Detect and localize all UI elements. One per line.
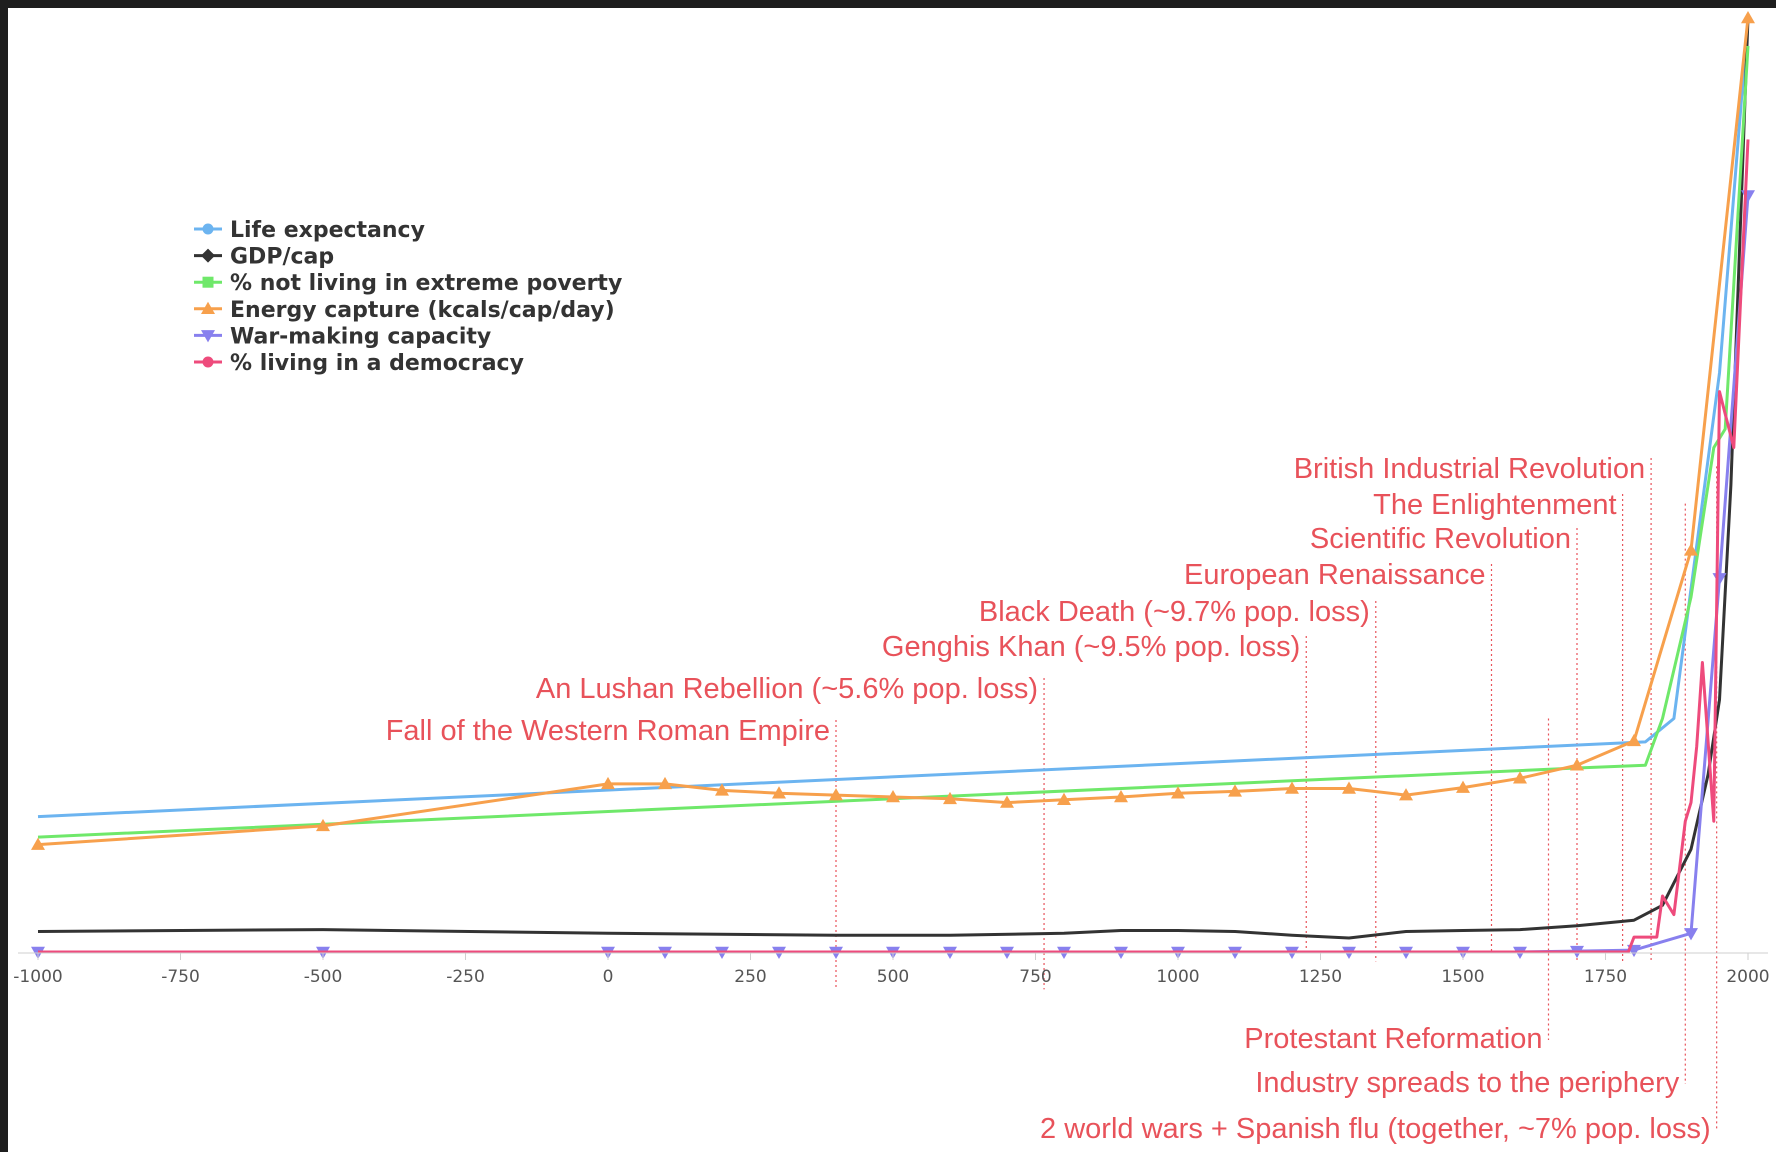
x-tick-label-6: 500 xyxy=(877,967,909,987)
x-tick-label-1: -750 xyxy=(161,967,200,987)
legend-marker-3 xyxy=(201,301,215,315)
series-3-point-16 xyxy=(1399,788,1413,801)
series-3-point-12 xyxy=(1171,786,1185,799)
series-4-point-23 xyxy=(1741,190,1755,203)
series-3-point-13 xyxy=(1228,784,1242,797)
chart-frame: Fall of the Western Roman Empire An Lusha… xyxy=(8,8,1776,1152)
event-label-scientific-revolution: Scientific Revolution xyxy=(1310,523,1571,555)
series-4-point-21 xyxy=(1684,928,1698,941)
series-3-point-15 xyxy=(1342,781,1356,794)
series-3-point-8 xyxy=(943,791,957,805)
series-line-2 xyxy=(37,45,1750,839)
series-line-0 xyxy=(37,17,1750,819)
series-2 xyxy=(37,45,1750,839)
series-3-point-4 xyxy=(715,783,729,796)
event-label-european-renaissance: European Renaissance xyxy=(1184,559,1485,591)
series-3-point-6 xyxy=(829,788,843,801)
event-label-genghis-khan-9-5-pop-loss: Genghis Khan (~9.5% pop. loss) xyxy=(882,631,1300,663)
series-3-point-20 xyxy=(1627,733,1641,747)
x-tick-label-2: -500 xyxy=(304,967,343,987)
x-tick-label-4: 0 xyxy=(603,967,614,987)
legend-label-3: Energy capture (kcals/cap/day) xyxy=(230,298,615,323)
chart: Fall of the Western Roman Empire An Lusha… xyxy=(13,11,1770,1145)
series-3-point-2 xyxy=(601,776,615,790)
event-label-an-lushan-rebellion-5-6-pop-loss: An Lushan Rebellion (~5.6% pop. loss) xyxy=(536,673,1038,705)
x-tick-label-11: 1750 xyxy=(1584,967,1627,987)
legend-marker-4 xyxy=(201,330,215,343)
series-3-point-11 xyxy=(1114,789,1128,803)
series-3-point-7 xyxy=(886,789,900,803)
legend-label-0: Life expectancy xyxy=(230,218,425,243)
event-label-the-enlightenment: The Enlightenment xyxy=(1373,489,1616,521)
series-0 xyxy=(37,17,1750,819)
legend-marker-0 xyxy=(202,223,214,235)
series-3-point-17 xyxy=(1456,780,1470,793)
x-tick-label-10: 1500 xyxy=(1441,967,1484,987)
event-label-fall-of-the-western-roman-empire: Fall of the Western Roman Empire xyxy=(386,715,830,747)
series-3-point-5 xyxy=(772,786,786,799)
event-label-british-industrial-revolution: British Industrial Revolution xyxy=(1294,453,1645,485)
series-5 xyxy=(38,139,1750,954)
legend-label-2: % not living in extreme poverty xyxy=(230,271,622,296)
event-label-2-world-wars-spanish-flu-together-7-pop-loss: 2 world wars + Spanish flu (together, ~7… xyxy=(1040,1113,1711,1145)
series-3 xyxy=(31,11,1755,850)
series-3-point-21 xyxy=(1684,543,1698,556)
x-tick-label-0: -1000 xyxy=(13,967,62,987)
series-3-point-10 xyxy=(1057,792,1071,806)
x-tick-label-7: 750 xyxy=(1019,967,1051,987)
series-3-point-3 xyxy=(658,776,672,790)
series-3-point-22 xyxy=(1741,11,1755,24)
event-label-industry-spreads-to-the-periphery: Industry spreads to the periphery xyxy=(1255,1067,1679,1099)
series-line-5 xyxy=(38,139,1750,954)
annotation-layer: Fall of the Western Roman Empire An Lusha… xyxy=(386,453,1718,1145)
x-tick-label-12: 2000 xyxy=(1726,967,1769,987)
series-layer xyxy=(31,11,1755,959)
series-3-point-0 xyxy=(31,837,45,850)
x-tick-label-8: 1000 xyxy=(1156,967,1199,987)
x-axis: -1000 -750 -500 -250 0 250 500 750 1000 1250 1500 1… xyxy=(13,952,1770,987)
x-tick-label-5: 250 xyxy=(734,967,766,987)
legend-marker-5 xyxy=(202,356,214,368)
series-3-point-9 xyxy=(1000,795,1014,808)
legend-label-1: GDP/cap xyxy=(230,245,334,270)
legend-label-5: % living in a democracy xyxy=(230,351,524,376)
x-tick-label-9: 1250 xyxy=(1299,967,1342,987)
series-3-point-18 xyxy=(1513,771,1527,784)
legend-marker-1 xyxy=(201,248,215,263)
event-label-black-death-9-7-pop-loss: Black Death (~9.7% pop. loss) xyxy=(979,596,1370,628)
series-3-point-19 xyxy=(1570,758,1584,771)
legend-marker-2 xyxy=(202,276,214,288)
event-label-protestant-reformation: Protestant Reformation xyxy=(1244,1023,1542,1055)
x-tick-label-3: -250 xyxy=(446,967,485,987)
legend-label-4: War-making capacity xyxy=(230,324,491,349)
series-3-point-1 xyxy=(316,818,330,832)
series-3-point-14 xyxy=(1285,781,1299,794)
